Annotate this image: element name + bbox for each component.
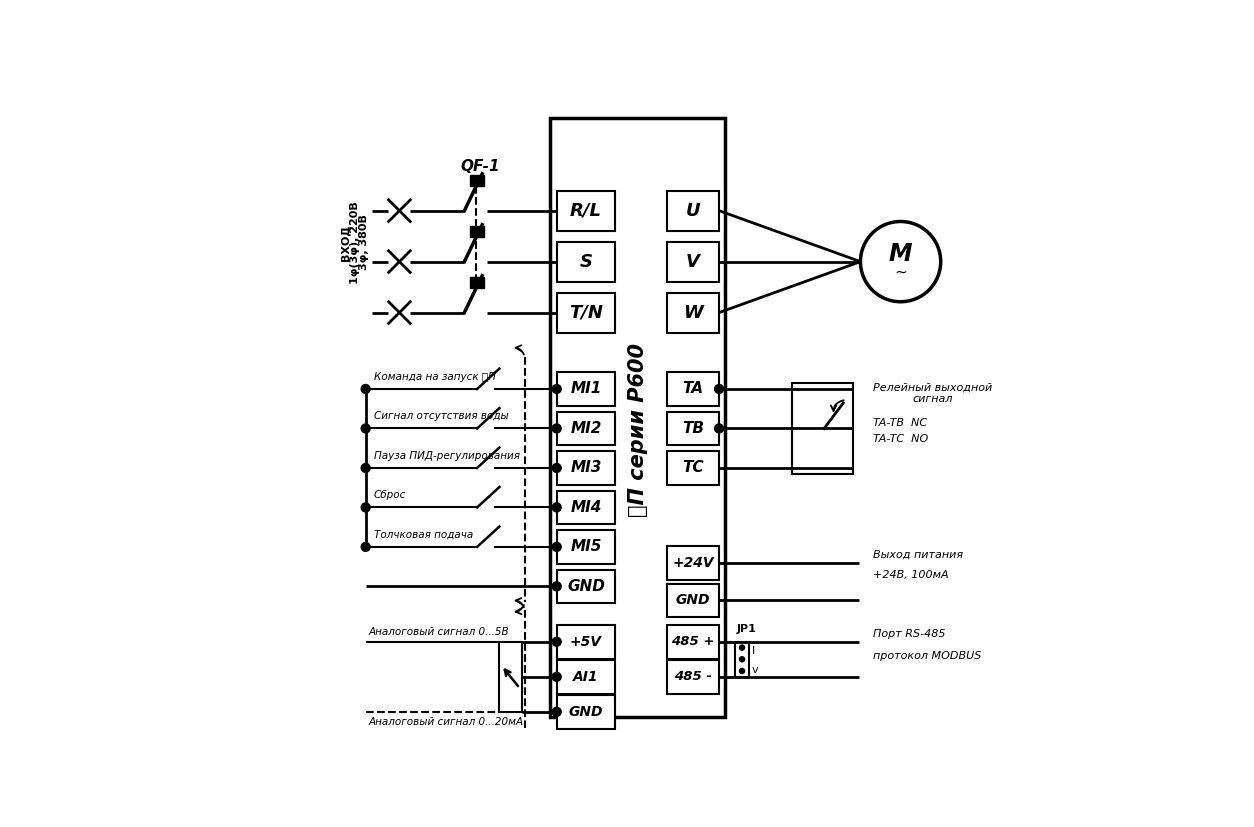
Bar [667,293,719,332]
Text: GND: GND [676,594,710,607]
Text: TA-TC  NO: TA-TC NO [873,433,928,443]
Circle shape [740,645,745,650]
Circle shape [552,463,562,472]
Text: Порт RS-485: Порт RS-485 [873,629,946,638]
Bar [667,372,719,406]
Text: W: W [683,304,703,322]
Text: +5V: +5V [571,635,602,649]
Text: 3φ, 380В: 3φ, 380В [360,214,370,270]
Circle shape [361,503,370,512]
Circle shape [361,385,370,394]
Bar [667,660,719,694]
Bar [667,190,719,231]
Bar [557,451,616,485]
Text: T/N: T/N [569,304,603,322]
Text: v: v [751,665,759,675]
Circle shape [361,463,370,472]
Text: 485 +: 485 + [671,635,715,648]
Bar [667,412,719,445]
Text: GND: GND [567,579,604,594]
Bar [667,241,719,282]
Text: протокол MODBUS: протокол MODBUS [873,651,982,661]
Bar [557,372,616,406]
Text: GND: GND [569,705,603,719]
Bar [667,451,719,485]
Circle shape [552,424,562,433]
Text: ~: ~ [894,265,907,280]
Text: Релейный выходной
сигнал: Релейный выходной сигнал [873,383,992,404]
Bar [557,490,616,524]
Text: I: I [751,646,755,656]
Text: Сигнал отсутствия воды: Сигнал отсутствия воды [374,412,509,422]
Text: +24В, 100мА: +24В, 100мА [873,571,949,581]
Text: Толчковая подача: Толчковая подача [374,530,473,540]
Text: TC: TC [682,461,703,476]
Bar [557,625,616,658]
Circle shape [552,543,562,552]
Bar [551,118,726,717]
Bar [667,584,719,617]
Text: Выход питания: Выход питания [873,550,963,560]
Text: 䉿П серии P600: 䉿П серии P600 [628,343,648,518]
Bar [470,226,484,237]
Bar [557,241,616,282]
Text: TB: TB [682,421,703,436]
Bar [735,642,749,676]
Circle shape [552,503,562,512]
Circle shape [740,657,745,662]
Text: MI1: MI1 [571,381,602,396]
Text: Аналоговый сигнал 0...5В: Аналоговый сигнал 0...5В [369,627,509,637]
Text: V: V [686,252,700,270]
Circle shape [715,385,724,394]
Text: JP1: JP1 [736,624,756,633]
Text: MI5: MI5 [571,539,602,554]
Text: TA: TA [682,381,703,396]
Text: MI4: MI4 [571,500,602,515]
Text: M: M [889,242,913,266]
Text: Пауза ПИД-регулирования: Пауза ПИД-регулирования [374,451,520,461]
Bar [557,190,616,231]
Text: Сброс: Сброс [374,490,406,500]
Bar [499,642,522,712]
Circle shape [860,222,940,302]
Circle shape [552,707,562,716]
Bar [557,570,616,603]
Circle shape [552,672,562,681]
Bar [557,293,616,332]
Text: MI2: MI2 [571,421,602,436]
Circle shape [361,424,370,433]
Bar [470,277,484,289]
Text: MI3: MI3 [571,461,602,476]
Text: S: S [579,252,592,270]
Bar [557,695,616,729]
Circle shape [552,385,562,394]
Circle shape [740,668,745,673]
Text: Команда на запуск 䉿П: Команда на запуск 䉿П [374,372,495,382]
Bar [557,660,616,694]
Text: ВХОД: ВХОД [340,224,350,261]
Bar [667,546,719,580]
Bar [470,175,484,186]
Bar [557,412,616,445]
Text: R/L: R/L [571,202,602,220]
Text: U: U [686,202,700,220]
Circle shape [715,424,724,433]
Text: AI1: AI1 [573,670,598,684]
Text: TA-TB  NC: TA-TB NC [873,418,927,428]
Text: Аналоговый сигнал 0...20мА: Аналоговый сигнал 0...20мА [369,717,524,727]
Bar [667,625,719,658]
Text: +24V: +24V [672,556,714,570]
Circle shape [552,582,562,590]
Text: QF-1: QF-1 [460,159,500,174]
Circle shape [552,638,562,646]
Bar [557,530,616,564]
Text: 485 -: 485 - [675,671,712,683]
Bar [793,383,853,475]
Circle shape [361,543,370,552]
Text: 1φ(3φ), 220В: 1φ(3φ), 220В [350,201,360,284]
